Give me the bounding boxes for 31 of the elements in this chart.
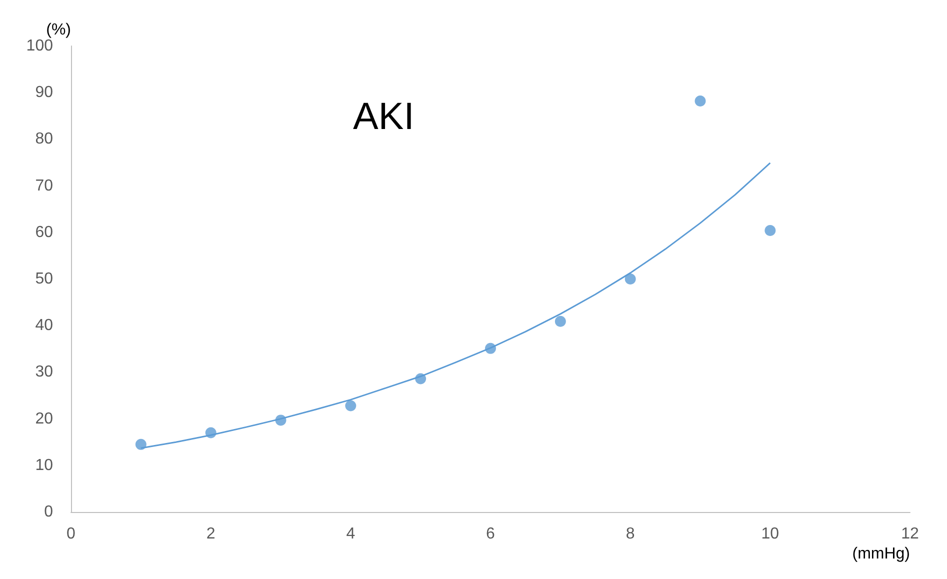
y-tick-label: 20	[35, 410, 54, 428]
y-tick-label: 30	[35, 364, 54, 381]
y-tick-label: 60	[35, 224, 54, 241]
y-tick-label: 40	[35, 317, 54, 334]
x-tick-label: 8	[626, 526, 635, 542]
x-tick-label: 0	[66, 526, 76, 542]
y-tick-label: 90	[35, 84, 54, 102]
y-tick-label: 80	[35, 130, 54, 148]
y-tick-label: 50	[35, 270, 54, 288]
text: AKI	[353, 96, 414, 138]
point	[275, 414, 286, 426]
y-tick-label: 70	[35, 177, 54, 194]
point	[135, 438, 146, 450]
x-tick-label: 4	[346, 526, 356, 542]
x-tick-label: 2	[206, 526, 216, 542]
y-tick-label: 10	[35, 456, 54, 474]
point	[624, 274, 636, 284]
x-tick-label: 6	[486, 526, 496, 542]
x-tick-label: 12	[901, 526, 919, 542]
point	[205, 427, 216, 438]
x-tick-label: 10	[761, 526, 780, 542]
point	[345, 400, 356, 412]
point	[764, 225, 776, 236]
point	[415, 373, 426, 384]
x-axis-title: (mmHg)	[852, 546, 910, 562]
y-tick-label: 0	[44, 504, 54, 520]
point	[694, 95, 706, 106]
point	[485, 342, 496, 354]
point	[554, 316, 566, 327]
y-tick-label: 100	[26, 38, 54, 54]
y-axis-title: (%)	[46, 22, 71, 39]
